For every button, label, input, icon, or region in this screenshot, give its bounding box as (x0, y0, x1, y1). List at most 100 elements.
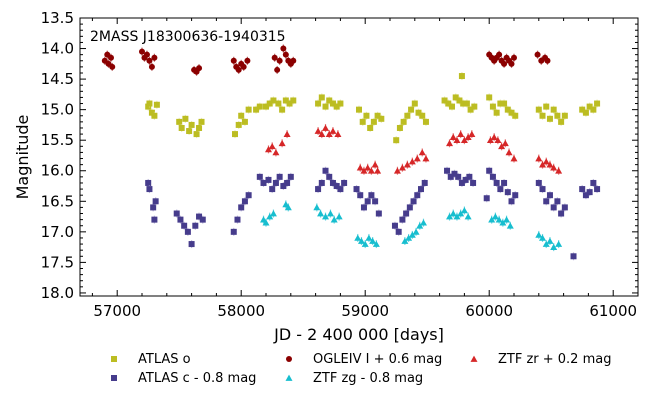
data-point (453, 213, 461, 220)
data-point (486, 94, 493, 101)
x-tick-label: 61000 (589, 302, 637, 320)
data-point (561, 112, 568, 119)
legend-marker (285, 374, 293, 381)
data-point (234, 216, 241, 223)
data-point (199, 216, 206, 223)
data-point (364, 198, 371, 205)
data-point (359, 118, 366, 125)
data-point (535, 231, 543, 238)
data-point (232, 131, 238, 138)
data-point (542, 158, 550, 165)
data-point (374, 167, 382, 174)
series-ztf-zg-0-8-mag (260, 200, 563, 252)
data-point (416, 222, 424, 229)
data-point (501, 60, 508, 67)
data-point (151, 216, 158, 223)
data-point (586, 189, 593, 196)
data-point (278, 139, 286, 147)
data-point (280, 45, 287, 52)
legend-marker (470, 355, 478, 362)
data-point (508, 60, 515, 67)
data-point (374, 112, 381, 119)
data-point (367, 124, 374, 131)
data-point (186, 128, 193, 135)
data-point (456, 97, 463, 104)
y-tick-label: 17.5 (41, 253, 74, 271)
y-tick-label: 16.0 (41, 162, 74, 180)
data-point (542, 240, 550, 247)
data-point (279, 106, 286, 113)
data-point (270, 97, 277, 104)
data-point (399, 216, 406, 223)
data-point (365, 234, 373, 241)
data-point (148, 63, 155, 70)
data-point (150, 204, 157, 211)
data-point (253, 106, 260, 113)
data-point (178, 124, 185, 131)
data-point (329, 179, 336, 186)
data-point (512, 112, 519, 119)
data-point (371, 161, 379, 168)
data-point (506, 222, 514, 229)
data-point (489, 173, 496, 180)
data-point (489, 103, 496, 110)
data-point (146, 186, 153, 193)
legend-marker (286, 356, 292, 362)
data-point (391, 222, 398, 229)
data-point (284, 179, 291, 186)
data-point (460, 207, 468, 214)
data-point (341, 179, 348, 186)
legend: ATLAS o ATLAS c - 0.8 mag OGLEIV I + 0.6 m… (111, 352, 611, 386)
data-point (290, 57, 297, 64)
data-point (151, 54, 158, 61)
data-point (415, 109, 422, 116)
data-point (230, 57, 237, 64)
data-point (108, 54, 114, 61)
y-axis-label: Magnitude (13, 115, 32, 200)
data-point (579, 186, 586, 193)
series-atlas-c-0-8-mag (145, 166, 601, 261)
data-point (499, 219, 507, 226)
data-point (455, 173, 462, 180)
data-point (421, 179, 428, 186)
data-point (282, 97, 289, 104)
data-point (408, 106, 415, 113)
y-tick-label: 13.5 (41, 9, 74, 27)
data-point (535, 155, 543, 162)
data-point (498, 142, 506, 150)
y-tick-label: 18.0 (41, 284, 74, 302)
data-point (360, 167, 368, 174)
data-point (188, 121, 195, 128)
data-point (561, 204, 568, 211)
data-point (488, 216, 496, 223)
y-tick-label: 14.0 (41, 40, 74, 58)
data-point (287, 173, 294, 180)
data-point (326, 173, 333, 180)
data-point (330, 216, 338, 223)
data-point (284, 204, 292, 211)
legend-item: ATLAS o (111, 352, 191, 367)
data-point (333, 103, 340, 110)
x-tick-label: 57000 (93, 302, 141, 320)
data-point (441, 97, 448, 104)
data-point (467, 106, 474, 113)
data-point (372, 198, 379, 205)
data-point (590, 179, 597, 186)
data-point (271, 54, 278, 61)
plot-frame (79, 17, 639, 297)
data-point (535, 106, 542, 113)
data-point (412, 228, 420, 235)
data-point (153, 101, 160, 108)
data-point (264, 146, 272, 153)
data-point (275, 100, 282, 107)
data-point (422, 155, 430, 162)
data-point (177, 216, 184, 223)
data-point (550, 164, 558, 171)
data-point (453, 136, 461, 144)
data-point (313, 204, 321, 211)
data-point (280, 183, 287, 190)
data-point (230, 228, 237, 235)
data-point (315, 186, 322, 193)
data-point (550, 243, 558, 250)
